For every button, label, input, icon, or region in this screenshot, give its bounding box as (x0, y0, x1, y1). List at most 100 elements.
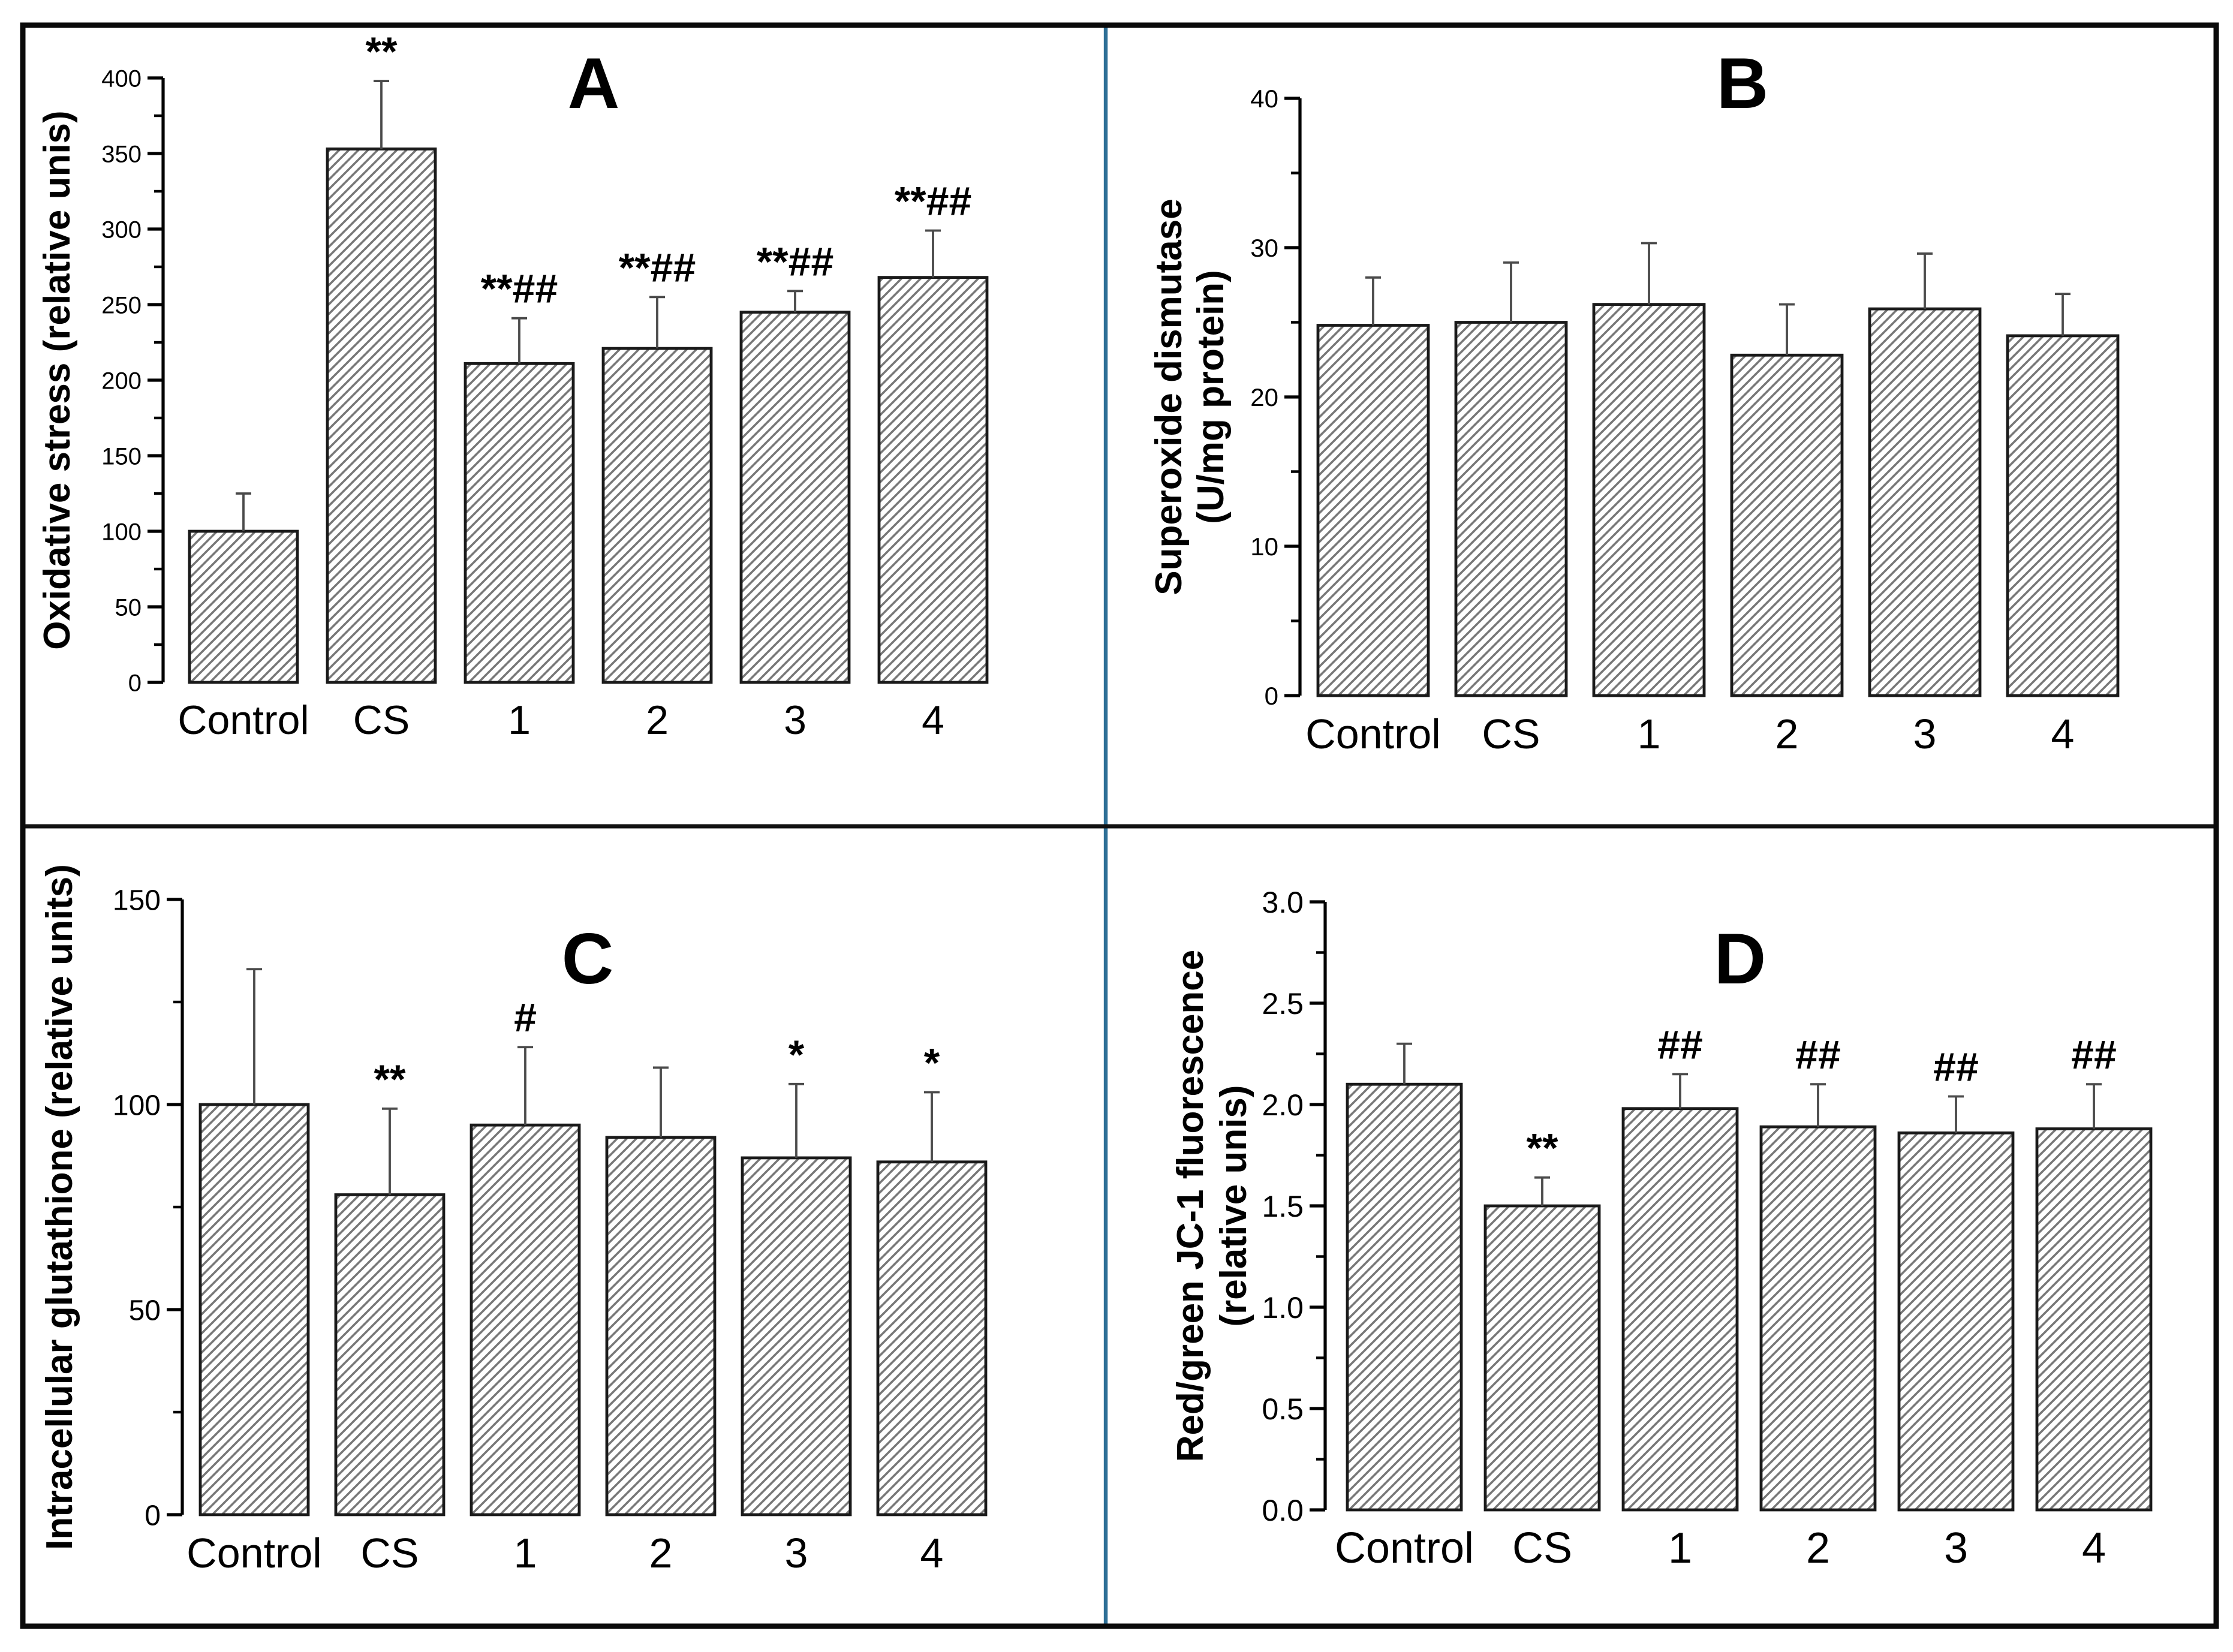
outer-border (20, 22, 2219, 1629)
y-tick-label: 250 (101, 292, 142, 318)
y-tick-label: 350 (101, 141, 142, 167)
significance-annotation: ** (366, 29, 398, 74)
y-tick-label: 1.0 (1262, 1291, 1304, 1325)
y-axis-title-line: Intracellular glutathione (relative unit… (39, 864, 80, 1550)
y-tick-label: 0 (128, 670, 142, 696)
bar-CS (326, 148, 437, 684)
category-label: 4 (2051, 711, 2075, 757)
bar-1 (1592, 303, 1706, 697)
y-tick-label: 150 (101, 443, 142, 470)
significance-annotation: ## (1933, 1044, 1979, 1090)
bar-4 (876, 1160, 988, 1516)
y-tick-label: 150 (113, 884, 161, 916)
bar-4 (2006, 334, 2120, 697)
y-axis-title-line: Oxidative stress (relative unis) (37, 110, 78, 649)
significance-annotation: # (514, 995, 537, 1040)
bar-1 (464, 362, 575, 684)
y-tick-label: 2.0 (1262, 1088, 1304, 1122)
y-tick-label: 10 (1250, 532, 1278, 561)
y-tick-label: 0 (1265, 682, 1278, 710)
category-label: 2 (1775, 711, 1799, 757)
y-tick-label: 200 (101, 368, 142, 394)
bar-Control (188, 529, 299, 684)
panel-letter: A (568, 43, 620, 124)
significance-annotation: **## (619, 245, 696, 290)
significance-annotation: **## (481, 266, 558, 312)
significance-annotation: ## (1657, 1022, 1703, 1067)
bar-1 (470, 1123, 581, 1516)
category-label: 2 (649, 1530, 673, 1576)
category-label: 3 (784, 697, 806, 743)
y-tick-label: 50 (115, 594, 142, 621)
category-label: 2 (646, 697, 669, 743)
y-axis-title-line: (U/mg protein) (1190, 270, 1232, 524)
category-label: CS (1512, 1524, 1572, 1572)
y-tick-label: 100 (101, 519, 142, 545)
significance-annotation: * (789, 1032, 805, 1078)
y-tick-label: 40 (1250, 85, 1278, 113)
category-label: 3 (1913, 711, 1937, 757)
category-label: 1 (514, 1530, 537, 1576)
y-tick-label: 2.5 (1262, 987, 1304, 1021)
significance-annotation: ## (2071, 1032, 2117, 1078)
category-label: 4 (2082, 1524, 2106, 1572)
bar-2 (601, 347, 713, 684)
panel-D: 0.0 0.5 1.0 1.5 2.0 2.5 3.0 Red/green JC-1 fluo… (1170, 886, 2153, 1572)
y-tick-label: 0 (145, 1500, 161, 1531)
category-label: CS (1482, 711, 1540, 757)
bar-3 (741, 1156, 852, 1516)
significance-annotation: ** (1527, 1126, 1558, 1171)
bar-CS (1454, 321, 1568, 697)
bar-Control (1316, 324, 1430, 697)
bar-3 (1897, 1131, 2015, 1512)
category-label: 4 (922, 697, 944, 743)
category-label: 4 (920, 1530, 944, 1576)
category-label: Control (177, 697, 309, 743)
category-label: CS (353, 697, 410, 743)
y-tick-label: 100 (113, 1090, 161, 1121)
bar-CS (334, 1193, 446, 1516)
bar-Control (198, 1103, 310, 1516)
category-label: CS (360, 1530, 419, 1576)
y-tick-label: 1.5 (1262, 1190, 1304, 1223)
category-label: 3 (1944, 1524, 1968, 1572)
category-label: Control (186, 1530, 322, 1576)
category-label: 1 (1668, 1524, 1692, 1572)
category-label: 1 (1638, 711, 1661, 757)
bar-3 (739, 311, 851, 684)
y-tick-label: 0.0 (1262, 1494, 1304, 1527)
y-tick-label: 0.5 (1262, 1392, 1304, 1426)
bar-4 (877, 276, 989, 684)
panel-letter: D (1714, 919, 1766, 999)
significance-annotation: **## (757, 239, 834, 284)
significance-annotation: ## (1795, 1032, 1841, 1078)
category-label: Control (1335, 1524, 1474, 1572)
y-tick-label: 300 (101, 216, 142, 243)
y-tick-label: 3.0 (1262, 886, 1304, 919)
panel-letter: B (1717, 43, 1769, 124)
bar-2 (1730, 353, 1844, 697)
bar-CS (1483, 1204, 1601, 1512)
bar-Control (1346, 1082, 1463, 1512)
panel-B: 0 10 20 30 40 Superoxide dismutase (U/mg prote… (1148, 43, 2120, 757)
category-label: 1 (508, 697, 531, 743)
panel-C: 0 50 100 150 Intracellular glutathione (rela… (39, 864, 988, 1576)
y-axis-title-line: Superoxide dismutase (1148, 198, 1190, 595)
panel-A: 0 50 100 150 200 250 300 350 400 Oxidative stress… (37, 29, 989, 743)
significance-annotation: **## (895, 179, 972, 224)
bar-4 (2035, 1127, 2153, 1512)
y-tick-label: 50 (129, 1295, 161, 1326)
y-tick-label: 20 (1250, 383, 1278, 411)
bar-1 (1621, 1107, 1739, 1512)
category-label: Control (1305, 711, 1441, 757)
category-label: 3 (785, 1530, 808, 1576)
y-tick-label: 400 (101, 65, 142, 92)
significance-annotation: * (924, 1040, 940, 1085)
y-axis-title-line: Red/green JC-1 fluorescence (1170, 950, 1211, 1463)
y-tick-label: 30 (1250, 234, 1278, 262)
bar-3 (1868, 307, 1982, 697)
y-axis-title-line: (relative unis) (1213, 1085, 1254, 1326)
significance-annotation: ** (374, 1057, 406, 1102)
